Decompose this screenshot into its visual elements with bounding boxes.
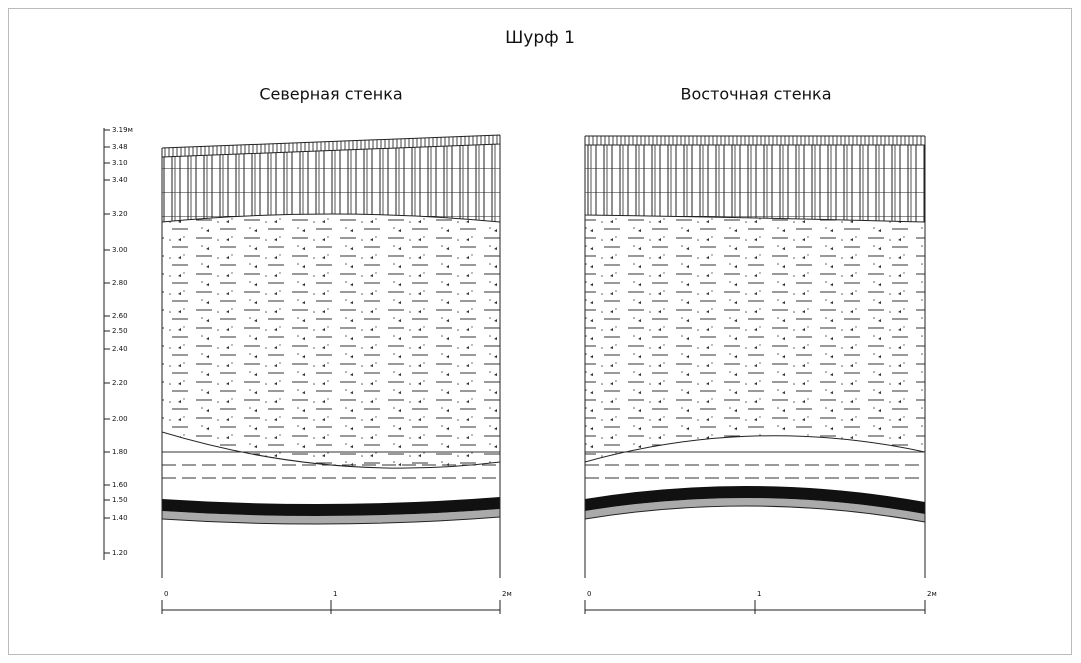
black-band: [585, 485, 925, 514]
depth-label: 2.00: [112, 415, 128, 423]
panel-title: Восточная стенка: [681, 85, 832, 104]
gray-band: [162, 509, 500, 525]
panel-title: Северная стенка: [259, 85, 402, 104]
depth-label: 2.40: [112, 345, 128, 353]
scale-label: 1: [333, 590, 337, 598]
scale-label: 0: [587, 590, 591, 598]
depth-label: 2.60: [112, 312, 128, 320]
depth-label: 2.50: [112, 327, 128, 335]
section: [162, 134, 500, 525]
title: Шурф 1: [505, 28, 575, 48]
depth-label: 1.20: [112, 549, 128, 557]
turf-layer: [585, 135, 925, 146]
depth-label: 1.60: [112, 481, 128, 489]
frame: [8, 8, 1072, 655]
depth-label: 1.40: [112, 514, 128, 522]
base-line: [162, 516, 500, 525]
depth-label: 1.50: [112, 496, 128, 504]
section: [585, 135, 925, 523]
depth-label: 3.20: [112, 210, 128, 218]
depth-label: 3.40: [112, 176, 128, 184]
loam-layer: [585, 215, 925, 462]
depth-label: 3.00: [112, 246, 128, 254]
scale-label: 1: [757, 590, 761, 598]
scale-label: 0: [164, 590, 168, 598]
depth-label: 3.10: [112, 159, 128, 167]
depth-label: 3.48: [112, 143, 128, 151]
loam-layer: [162, 214, 500, 469]
base-line: [585, 505, 925, 523]
block-layer: [162, 142, 500, 223]
depth-label: 2.80: [112, 279, 128, 287]
depth-label: 1.80: [112, 448, 128, 456]
depth-label: 3.19м: [112, 126, 133, 134]
black-band: [162, 497, 500, 517]
sections: [162, 134, 925, 525]
scale-label: 2м: [502, 590, 512, 598]
turf-layer: [162, 134, 500, 158]
scale-label: 2м: [927, 590, 937, 598]
boundary: [585, 435, 925, 463]
block-layer: [585, 143, 925, 223]
depth-label: 2.20: [112, 379, 128, 387]
gray-band: [585, 497, 925, 522]
